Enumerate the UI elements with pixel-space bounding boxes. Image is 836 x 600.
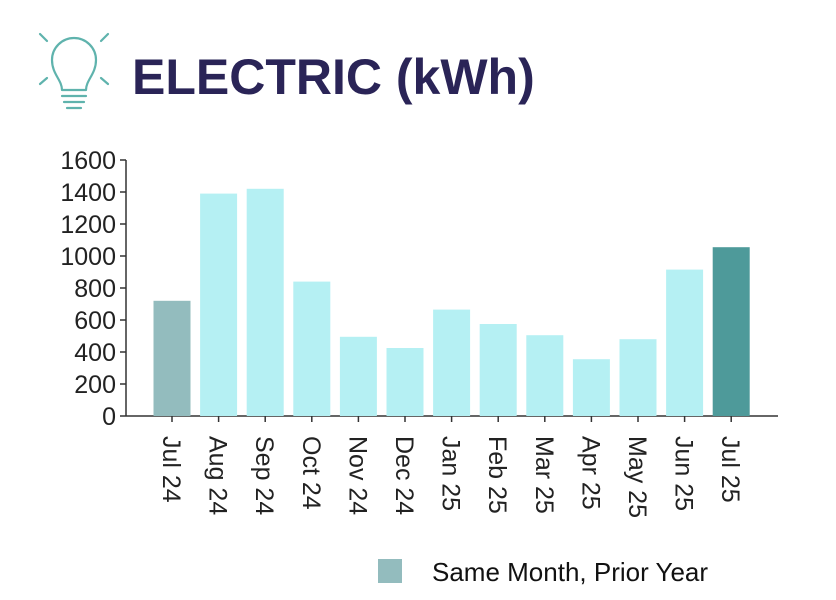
y-tick-label: 1600 (60, 147, 116, 175)
bar (479, 324, 517, 416)
bar (572, 359, 610, 416)
legend-swatch-prior-year (378, 559, 402, 583)
y-tick-label: 400 (74, 339, 116, 367)
y-tick-label: 600 (74, 307, 116, 335)
y-tick-label: 1200 (60, 211, 116, 239)
x-tick-label: Dec 24 (390, 436, 418, 515)
x-tick-label: Aug 24 (204, 436, 232, 515)
bar (666, 269, 704, 416)
bar (246, 188, 284, 416)
lightbulb-icon (38, 32, 110, 110)
bar (712, 247, 750, 416)
bar (619, 339, 657, 416)
bar (153, 300, 191, 416)
x-tick-label: Jul 24 (157, 436, 185, 503)
y-tick-label: 200 (74, 371, 116, 399)
y-tick-label: 800 (74, 275, 116, 303)
x-tick-label: May 25 (623, 436, 651, 518)
y-tick-label: 0 (102, 403, 116, 431)
bar (526, 335, 564, 416)
x-tick-label: Sep 24 (250, 436, 278, 515)
bar (433, 309, 471, 416)
chart-title: ELECTRIC (kWh) (132, 49, 535, 105)
header: ELECTRIC (kWh) (0, 0, 836, 130)
x-tick-label: Oct 24 (297, 436, 325, 510)
bar (386, 348, 424, 416)
x-tick-label: Apr 25 (576, 436, 604, 510)
bar (200, 193, 238, 416)
bar (339, 336, 377, 416)
x-tick-label: Jan 25 (437, 436, 465, 511)
bar (293, 281, 331, 416)
y-tick-label: 1000 (60, 243, 116, 271)
x-tick-label: Jun 25 (670, 436, 698, 511)
y-tick-label: 1400 (60, 179, 116, 207)
legend-label-prior-year: Same Month, Prior Year (432, 557, 709, 587)
x-tick-label: Nov 24 (343, 436, 371, 515)
x-tick-label: Mar 25 (530, 436, 558, 514)
x-tick-label: Feb 25 (483, 436, 511, 514)
x-tick-label: Jul 25 (716, 436, 744, 503)
